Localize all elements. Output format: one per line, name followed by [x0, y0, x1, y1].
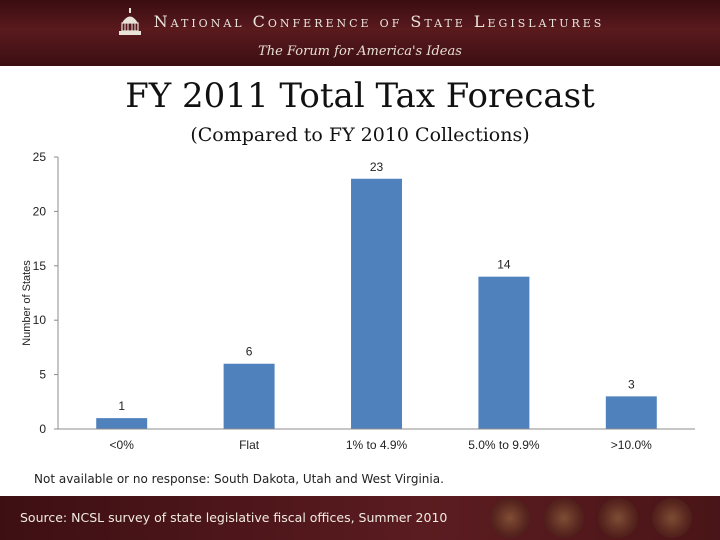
bar-data-label: 23: [370, 160, 384, 174]
decorative-medallion-4: [652, 498, 692, 538]
decorative-medallion-1: [490, 498, 530, 538]
bar-2: [351, 178, 402, 429]
tagline: The Forum for America's Ideas: [258, 44, 462, 59]
bar-1: [223, 363, 275, 429]
header-banner: National Conference of State Legislature…: [0, 0, 720, 66]
footnote: Not available or no response: South Dako…: [34, 472, 444, 486]
y-tick-label: 15: [33, 259, 47, 273]
org-name: National Conference of State Legislature…: [153, 11, 605, 31]
chart-subtitle: (Compared to FY 2010 Collections): [190, 124, 530, 146]
decorative-medallion-3: [598, 498, 638, 538]
y-tick-label: 20: [33, 204, 47, 218]
y-tick-label: 10: [33, 313, 47, 327]
decorative-medallion-2: [544, 498, 584, 538]
source-text: Source: NCSL survey of state legislative…: [20, 510, 448, 525]
y-tick-label: 25: [33, 150, 47, 164]
bar-data-label: 14: [497, 258, 511, 272]
source-bar: Source: NCSL survey of state legislative…: [0, 496, 720, 540]
x-category-label: Flat: [239, 438, 260, 452]
org-row: National Conference of State Legislature…: [0, 6, 720, 36]
x-category-label: 5.0% to 9.9%: [468, 438, 540, 452]
y-tick-label: 5: [39, 368, 46, 382]
y-tick-label: 0: [39, 422, 46, 436]
bar-data-label: 3: [628, 377, 635, 391]
bar-0: [96, 418, 148, 429]
bar-4: [605, 396, 657, 429]
bar-data-label: 1: [118, 399, 125, 413]
bar-data-label: 6: [246, 345, 253, 359]
x-category-label: >10.0%: [611, 438, 652, 452]
x-category-label: 1% to 4.9%: [346, 438, 408, 452]
capitol-dome-icon: [118, 8, 141, 35]
y-axis-label: Number of States: [21, 260, 33, 346]
chart-title: FY 2011 Total Tax Forecast: [125, 76, 595, 116]
bar-3: [478, 276, 530, 429]
x-category-label: <0%: [110, 438, 135, 452]
